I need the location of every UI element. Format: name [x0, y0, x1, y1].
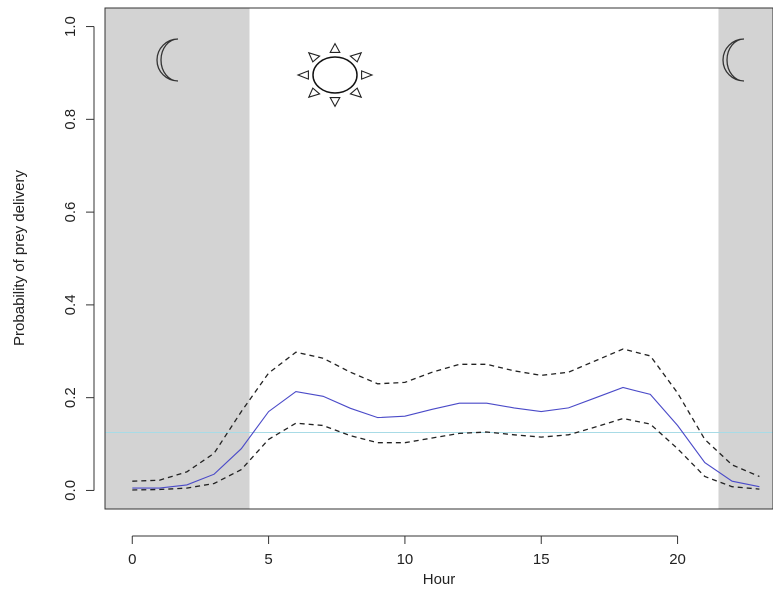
- sun-icon: [296, 42, 374, 108]
- y-axis-label: Probability of prey delivery: [11, 170, 28, 346]
- moon-icon: [156, 38, 179, 82]
- y-tick-label: 0.4: [62, 294, 79, 315]
- y-tick-label: 0.0: [62, 480, 79, 501]
- y-tick-label: 1.0: [62, 16, 79, 37]
- x-tick-label: 10: [397, 551, 414, 568]
- night-shading-layer: [105, 8, 773, 509]
- x-tick-label: 20: [669, 551, 686, 568]
- x-tick-label: 15: [533, 551, 550, 568]
- x-tick-label: 5: [264, 551, 272, 568]
- moon-icon: [722, 38, 745, 82]
- series-line-lower: [132, 417, 760, 491]
- night-shading: [718, 8, 773, 509]
- sun-ray: [307, 51, 321, 63]
- y-axis: 0.0 0.2 0.4 0.6 0.8 1.0: [62, 16, 95, 501]
- sun-ray: [329, 42, 341, 53]
- sun-ray: [349, 51, 363, 63]
- sun-ray: [329, 97, 341, 108]
- series-layer: [132, 348, 760, 491]
- y-tick-label: 0.6: [62, 202, 79, 223]
- x-axis: 0 5 10 15 20: [128, 535, 686, 568]
- sun-ray: [307, 87, 321, 99]
- y-tick-label: 0.2: [62, 387, 79, 408]
- night-shading: [105, 8, 250, 509]
- y-tick-label: 0.8: [62, 109, 79, 130]
- plot-frame: [104, 7, 773, 510]
- sun-ray: [361, 70, 374, 80]
- x-tick-label: 0: [128, 551, 136, 568]
- series-line-upper: [132, 348, 760, 482]
- sun-ray: [349, 87, 363, 99]
- series-line-estimate: [132, 386, 760, 489]
- sun-ray: [296, 70, 309, 80]
- x-axis-label: Hour: [423, 571, 456, 588]
